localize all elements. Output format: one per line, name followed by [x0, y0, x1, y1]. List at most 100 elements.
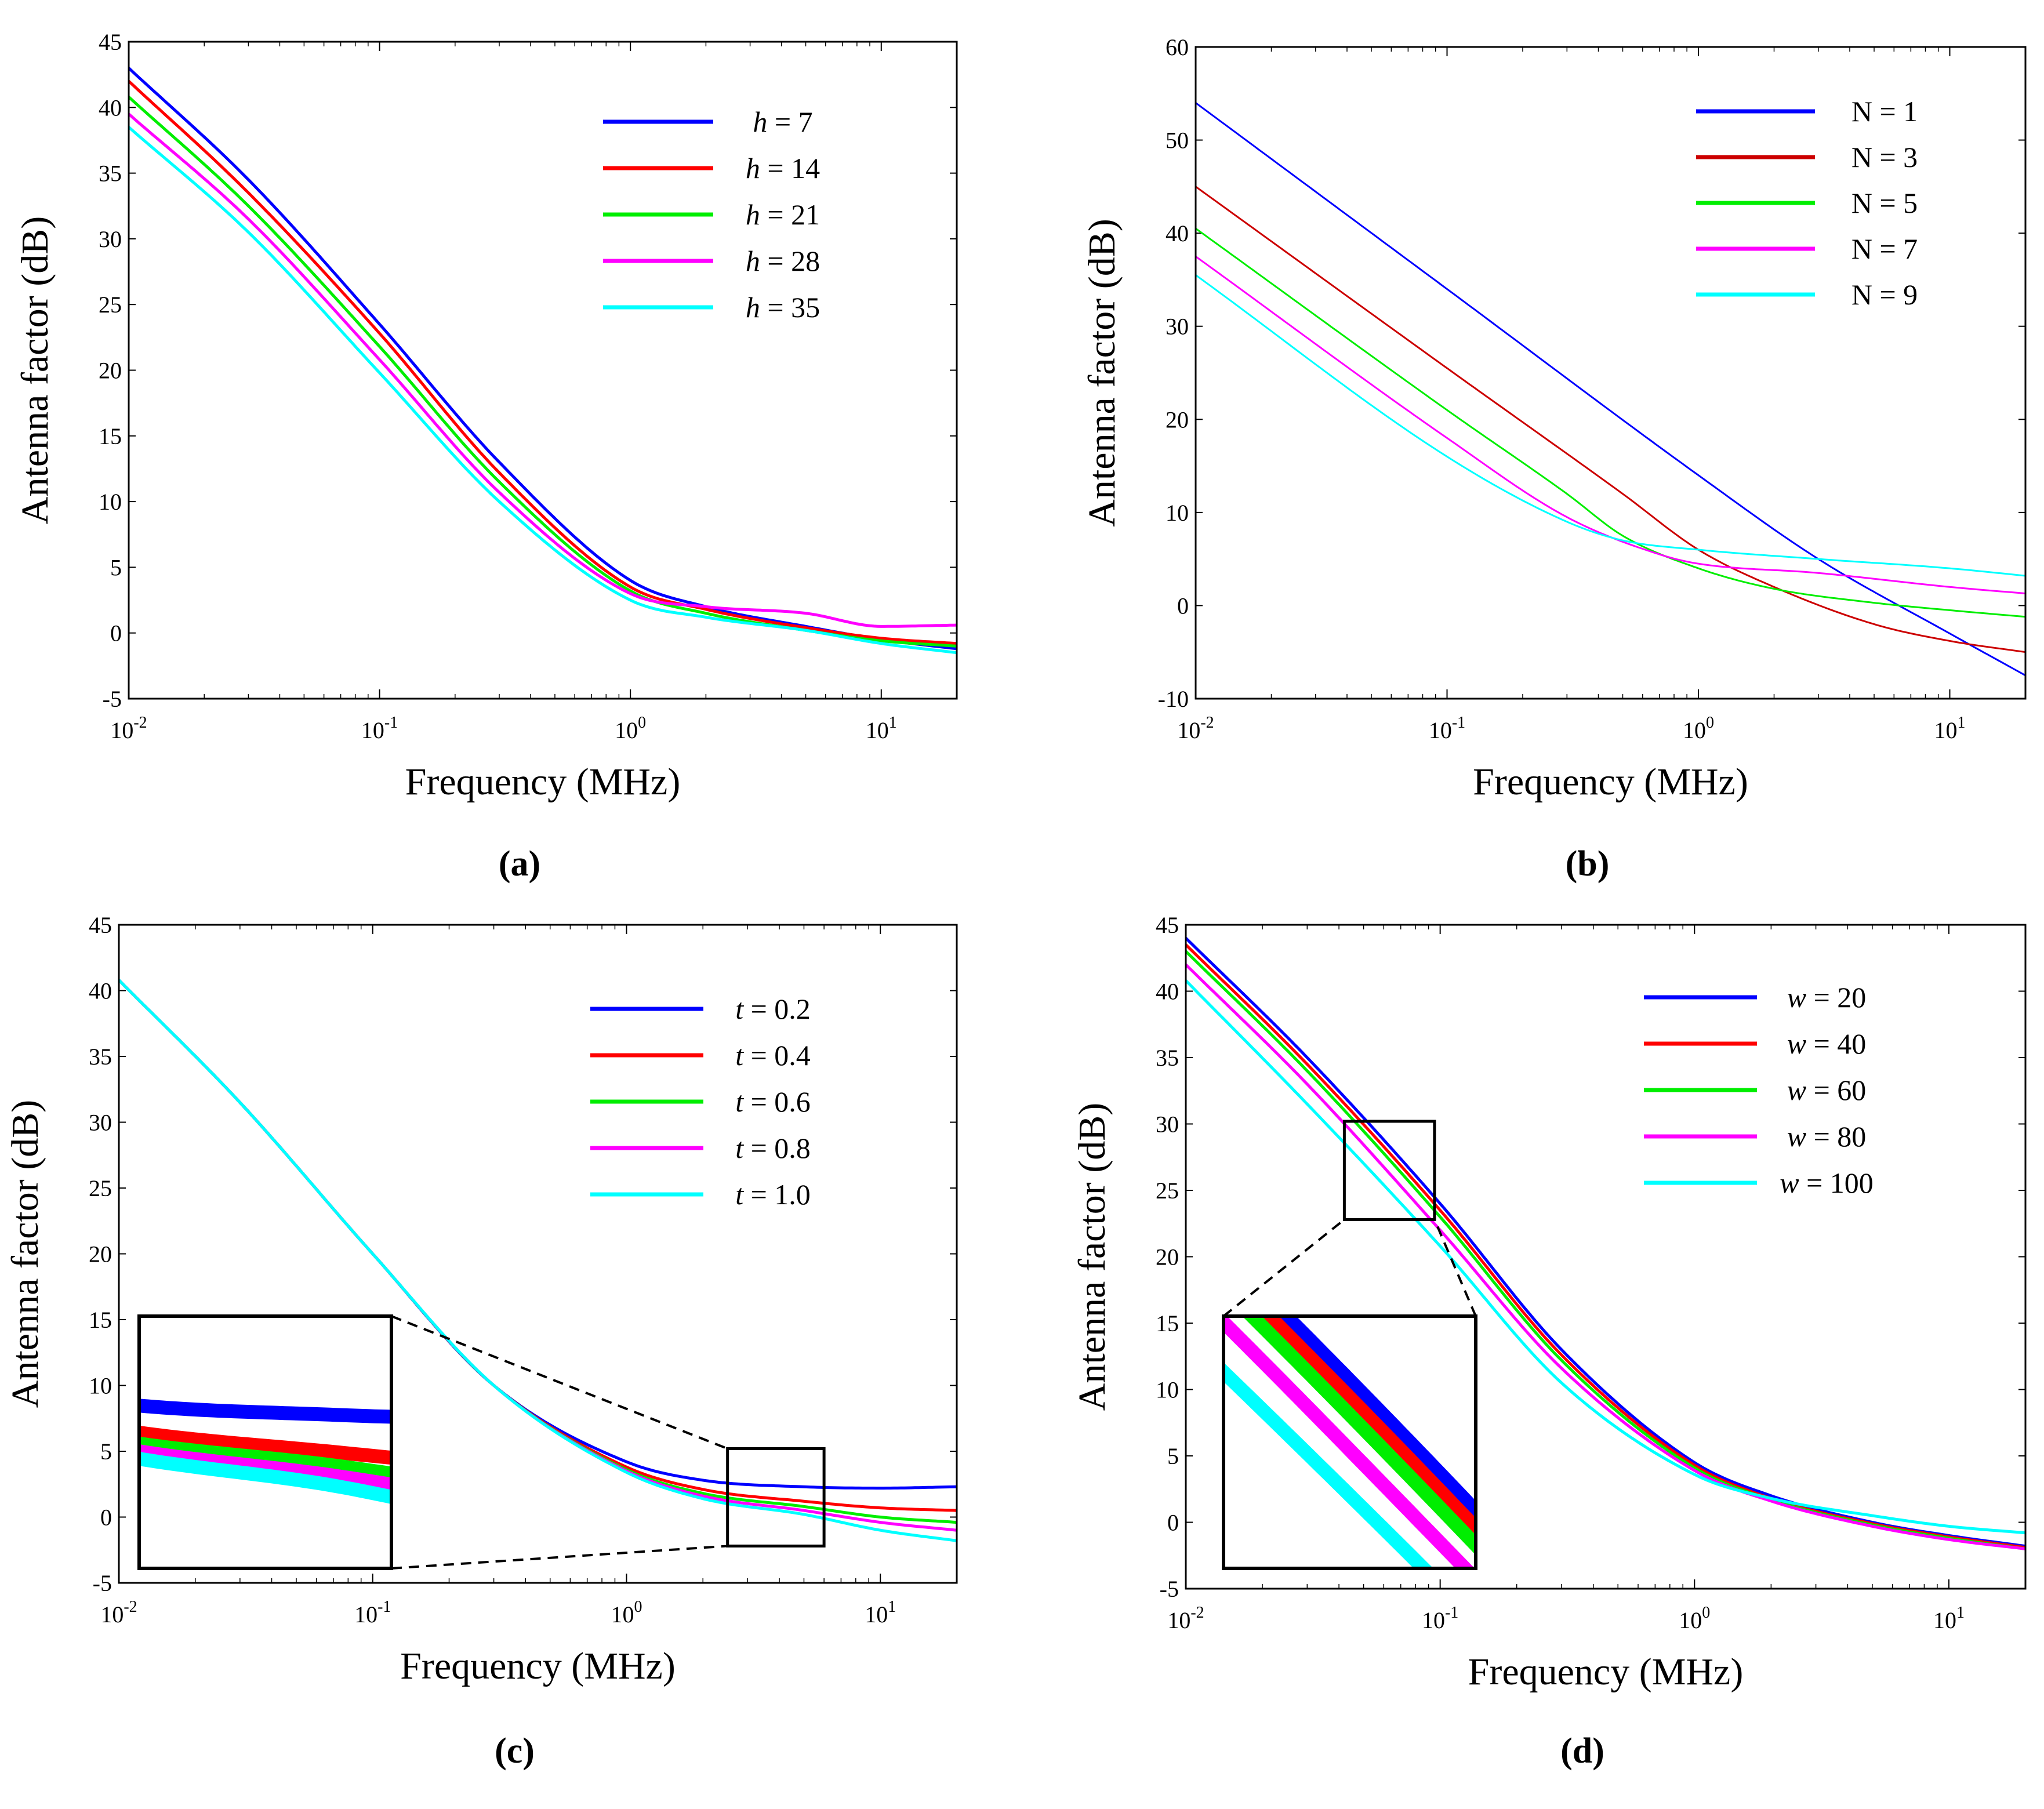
x-axis-label: Frequency (MHz) — [400, 1645, 676, 1687]
legend-entry-h-35: h = 35 — [746, 291, 820, 324]
legend-relation: = — [743, 1039, 774, 1071]
x-tick-base: 10 — [100, 1601, 124, 1628]
legend-variable: t — [735, 1085, 744, 1118]
x-tick-label: 101 — [865, 1598, 896, 1628]
zoom-source-box — [1342, 1120, 1436, 1221]
y-tick-label: 20 — [1156, 1244, 1179, 1270]
legend-value: 80 — [1837, 1120, 1866, 1153]
legend-relation: = — [1872, 278, 1903, 311]
legend-relation: = — [767, 106, 798, 138]
legend: N = 1N = 3N = 5N = 7N = 9 — [1696, 95, 1918, 311]
x-tick-exponent: -2 — [1200, 714, 1214, 732]
y-axis-label: Antenna factor (dB) — [1071, 1103, 1113, 1411]
x-tick-base: 10 — [865, 1601, 888, 1628]
y-tick-label: 30 — [1156, 1111, 1179, 1138]
inset-line-w-40 — [1259, 1316, 1476, 1538]
legend-value: 35 — [791, 291, 820, 324]
x-tick-label: 10-2 — [100, 1598, 137, 1628]
y-tick-labels: -5 0 5 10 15 20 25 30 35 40 45 — [89, 912, 112, 1596]
legend-variable: w — [1787, 1027, 1806, 1060]
x-tick-base: 10 — [1933, 1607, 1956, 1633]
series-line-h-7 — [129, 67, 957, 651]
x-tick-label: 10-1 — [1422, 1604, 1458, 1633]
series-lines — [1196, 102, 2025, 677]
y-tick-label: 20 — [89, 1241, 112, 1267]
y-tick-label: 35 — [89, 1044, 112, 1070]
x-tick-label: 100 — [1683, 714, 1714, 743]
y-tick-label: 0 — [1167, 1510, 1179, 1536]
y-tick-label: 30 — [99, 226, 122, 252]
x-tick-base: 10 — [866, 717, 889, 743]
inset-line-w-60 — [1242, 1316, 1476, 1556]
x-tick-label: 101 — [1934, 714, 1966, 743]
inset-series — [1224, 1316, 1476, 1568]
y-tick-label: 10 — [1156, 1377, 1179, 1403]
y-tick-label: 35 — [1156, 1045, 1179, 1071]
series-line-h-35 — [129, 126, 957, 655]
y-tick-label: 5 — [110, 554, 122, 580]
x-tick-label: 100 — [611, 1598, 642, 1628]
y-tick-label: 40 — [1156, 979, 1179, 1005]
legend-relation: = — [1872, 187, 1903, 219]
y-tick-labels: -10 0 10 20 30 40 50 60 — [1158, 34, 1189, 712]
x-tick-label: 100 — [615, 714, 646, 743]
y-tick-label: 45 — [89, 912, 112, 938]
legend-variable: h — [746, 245, 760, 277]
panel-caption: (d) — [1560, 1731, 1604, 1771]
y-tick-label: 20 — [1166, 406, 1189, 433]
y-tick-label: 40 — [1166, 220, 1189, 246]
zoom-source-box — [726, 1447, 826, 1548]
x-tick-labels: 10-2 10-1 100 101 — [100, 1598, 896, 1628]
legend-variable: w — [1780, 1167, 1799, 1199]
x-tick-exponent: -1 — [1445, 1604, 1458, 1622]
panel-caption: (b) — [1566, 844, 1610, 884]
y-tick-label: 60 — [1166, 34, 1189, 60]
legend-relation: = — [1872, 95, 1903, 128]
series-line-w-100 — [1186, 979, 2025, 1535]
legend-entry-t-0.8: t = 0.8 — [735, 1132, 811, 1164]
series-line-w-80 — [1186, 963, 2025, 1550]
x-tick-label: 10-2 — [1167, 1604, 1204, 1633]
y-tick-label: 10 — [99, 489, 122, 515]
y-tick-label: 30 — [1166, 314, 1189, 340]
legend-value: 1.0 — [774, 1178, 811, 1211]
x-tick-base: 10 — [1934, 717, 1958, 743]
x-tick-base: 10 — [615, 717, 638, 743]
inset-line-w-20 — [1276, 1316, 1476, 1521]
x-axis-label: Frequency (MHz) — [1468, 1651, 1744, 1693]
legend-variable: w — [1787, 1074, 1806, 1106]
x-tick-exponent: 1 — [1958, 714, 1966, 732]
panel-caption: (c) — [495, 1731, 535, 1771]
legend-value: 0.4 — [774, 1039, 811, 1071]
plot-frame — [128, 41, 958, 700]
y-tick-label: 0 — [1177, 593, 1189, 619]
y-tick-label: 45 — [99, 29, 122, 55]
x-tick-exponent: -1 — [1452, 714, 1465, 732]
series-lines — [129, 67, 957, 655]
legend-value: 0.8 — [774, 1132, 811, 1164]
legend-variable: t — [735, 1039, 744, 1071]
legend-entry-w-100: w = 100 — [1780, 1167, 1874, 1199]
legend-relation: = — [760, 152, 791, 184]
legend-entry-w-40: w = 40 — [1787, 1027, 1867, 1060]
legend-variable: t — [735, 1178, 744, 1211]
x-tick-exponent: 0 — [1702, 1604, 1710, 1622]
inset-line-t-1.0 — [139, 1451, 391, 1505]
zoom-connector — [391, 1315, 728, 1450]
inset-frame — [137, 1314, 393, 1570]
y-tick-labels: -5 0 5 10 15 20 25 30 35 40 45 — [99, 29, 122, 712]
series-line-h-28 — [129, 112, 957, 628]
legend: w = 20w = 40w = 60w = 80w = 100 — [1644, 981, 1874, 1199]
x-tick-exponent: 0 — [1706, 714, 1714, 732]
x-tick-label: 10-2 — [1177, 714, 1214, 743]
legend-relation: = — [760, 198, 791, 231]
inset-line-w-100 — [1224, 1362, 1433, 1568]
x-axis-label: Frequency (MHz) — [405, 761, 681, 803]
x-tick-label: 10-1 — [354, 1598, 391, 1628]
inset-frame — [1222, 1314, 1477, 1570]
legend-value: 40 — [1837, 1027, 1866, 1060]
x-tick-base: 10 — [1683, 717, 1706, 743]
y-tick-label: 15 — [99, 423, 122, 449]
